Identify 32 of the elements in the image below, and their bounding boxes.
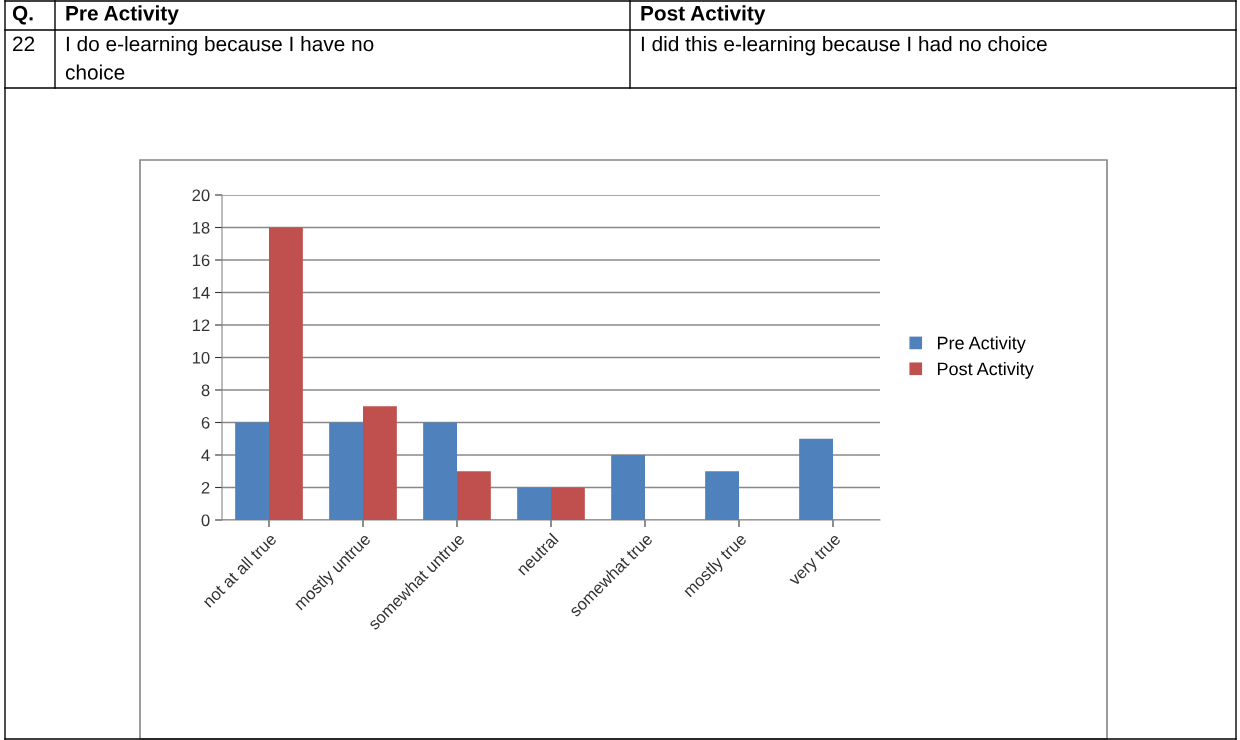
bar <box>611 455 645 520</box>
bar <box>457 471 491 520</box>
y-tick-label: 14 <box>192 287 210 299</box>
bar <box>235 422 269 520</box>
y-tick-label: 16 <box>192 254 210 267</box>
legend-label: Post Activity <box>937 362 1034 379</box>
y-tick-label: 12 <box>192 319 210 332</box>
y-tick-label: 0 <box>201 514 210 527</box>
y-tick-label: 6 <box>201 416 210 429</box>
legend-label: Pre Activity <box>937 336 1026 353</box>
y-tick-label: 8 <box>201 384 210 397</box>
text: I did this e-learning because I had no choice <box>641 36 1047 56</box>
text: Q. <box>12 5 33 25</box>
y-tick-label: 20 <box>192 189 210 202</box>
bar <box>551 487 585 520</box>
y-tick-label: 18 <box>192 221 210 234</box>
text: I do e-learning because I have no choice <box>65 36 374 80</box>
bar <box>705 471 739 520</box>
x-tick-label: not at all true <box>201 532 278 608</box>
bar <box>423 422 457 520</box>
bar <box>363 406 397 520</box>
text: Post Activity <box>641 5 766 25</box>
y-tick-label: 10 <box>192 351 210 364</box>
bar <box>799 438 833 520</box>
x-tick-label: very true <box>788 533 844 589</box>
text: 22 <box>13 36 35 52</box>
bar <box>329 422 363 520</box>
bar <box>269 227 303 520</box>
y-tick-label: 2 <box>201 481 210 494</box>
text: Pre Activity <box>66 5 179 25</box>
bar <box>517 487 551 520</box>
y-tick-label: 4 <box>201 449 210 462</box>
